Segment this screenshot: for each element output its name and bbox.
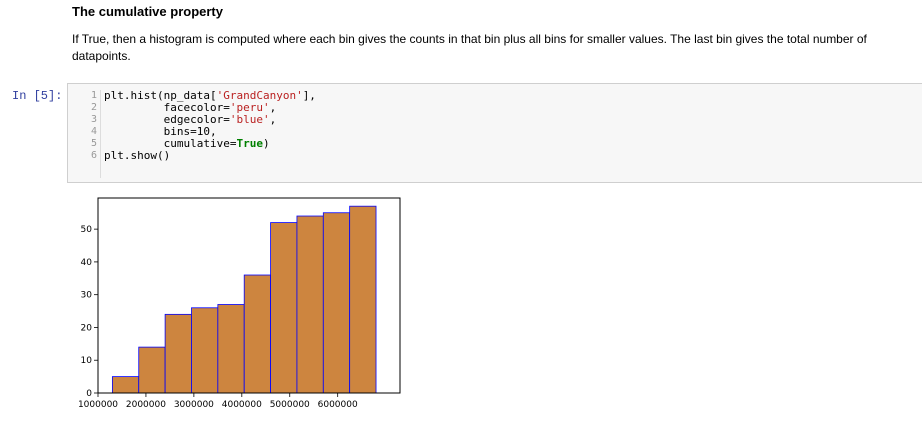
y-tick-label: 30 [81,291,93,301]
line-number: 1 [90,90,97,101]
code-line[interactable]: plt.show() [104,150,170,162]
histogram-bar [111,376,140,394]
y-tick-label: 10 [81,356,93,366]
line-number: 5 [90,138,97,149]
code-token: plt.hist(np_data[ [104,89,217,102]
x-tick-label: 5000000 [270,400,310,410]
output-area: 0 10 20 30 40 50 1000000 2000000 3000000 4000000 5… [60,190,420,420]
code-token: facecolor= [104,101,230,114]
code-token: , [269,113,277,126]
code-token: ) [262,137,270,150]
histogram-bar [217,304,245,394]
histogram-bar [296,215,324,394]
code-cell[interactable]: 1 2 3 4 5 6 plt.hist(np_data['GrandCanyo… [67,83,922,183]
histogram-bar [191,307,219,394]
code-line[interactable]: bins=10, [104,126,217,138]
y-tick-label: 50 [81,225,93,235]
code-token: ], [302,89,316,102]
histogram-bar [322,212,351,394]
histogram-bar [349,205,377,394]
input-prompt: In [5]: [12,89,63,103]
code-line[interactable]: facecolor='peru', [104,101,277,114]
code-line[interactable]: edgecolor='blue', [104,113,277,126]
x-tick-label: 2000000 [126,400,166,410]
code-token: cumulative= [104,137,237,150]
line-number-gutter: 1 2 3 4 5 6 [86,90,101,178]
x-tick-label: 6000000 [318,400,358,410]
y-tick-label: 20 [81,323,93,333]
histogram-bar [270,222,298,394]
code-token: edgecolor= [104,113,230,126]
code-token: bins=10, [104,125,217,138]
code-string: 'blue' [229,113,270,126]
histogram-chart: 0 10 20 30 40 50 1000000 2000000 3000000 4000000 5… [78,197,401,410]
code-string: 'peru' [229,101,270,114]
code-token: plt.show() [104,149,171,162]
code-line[interactable]: cumulative=True) [104,138,270,150]
y-tick-label: 40 [81,258,93,268]
histogram-bar [243,274,271,394]
section-heading: The cumulative property [72,4,223,19]
x-tick-label: 4000000 [222,400,262,410]
code-line[interactable]: plt.hist(np_data['GrandCanyon'], [104,90,316,102]
x-tick-label: 1000000 [78,400,118,410]
histogram-bar [138,346,166,394]
plot-frame [97,197,401,394]
histogram-bar [164,313,192,394]
code-keyword: True [236,137,263,150]
line-number: 4 [90,126,97,137]
y-tick-label: 0 [86,389,92,399]
description-paragraph: If True, then a histogram is computed wh… [72,32,867,63]
line-number: 3 [90,114,97,125]
line-number: 6 [90,150,97,161]
code-string: 'GrandCanyon' [216,89,303,102]
code-token: , [269,101,277,114]
x-tick-label: 3000000 [174,400,214,410]
line-number: 2 [90,102,97,113]
